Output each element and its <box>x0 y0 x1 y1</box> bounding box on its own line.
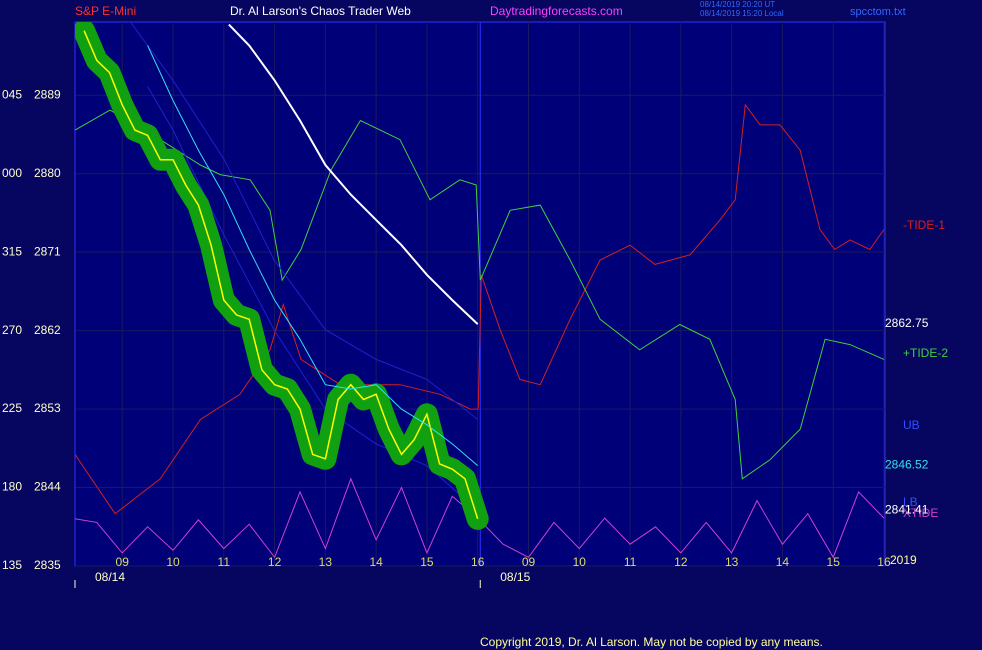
y-angle-label: 270 <box>2 323 22 337</box>
y-tick-label: 2862 <box>34 323 61 337</box>
x-tick-label: 09 <box>522 555 536 569</box>
symbol: S&P E-Mini <box>75 4 136 18</box>
site: Daytradingforecasts.com <box>490 4 623 18</box>
series-line <box>75 109 885 480</box>
y-tick-label: 2880 <box>34 166 61 180</box>
label-layer: 2835 135 2844 180 2853 225 2862 270 2871 315 2880 0… <box>2 87 948 588</box>
x-tick-label: 11 <box>218 555 231 569</box>
y-angle-label: 225 <box>2 401 22 415</box>
x-tick-label: 09 <box>116 555 130 569</box>
legend-label: LB <box>903 495 918 509</box>
title: Dr. Al Larson's Chaos Trader Web <box>230 4 411 18</box>
x-tick-label: 12 <box>268 555 282 569</box>
y-angle-label: 135 <box>2 558 22 572</box>
x-tick-label: 16 <box>877 555 891 569</box>
x-tick-label: 13 <box>319 555 333 569</box>
series-line <box>147 86 479 511</box>
y-angle-label: 045 <box>2 87 22 101</box>
legend-label: +TIDE-2 <box>903 346 948 360</box>
x-tick-label: 16 <box>471 555 485 569</box>
time-ut: 08/14/2019 20:20 UT <box>700 0 775 9</box>
y-tick-label: 2871 <box>34 244 61 258</box>
series-layer <box>75 22 885 559</box>
x-tick-label: 12 <box>674 555 688 569</box>
copyright: Copyright 2019, Dr. Al Larson. May not b… <box>480 635 823 649</box>
series-line <box>75 103 885 515</box>
y-angle-label: 180 <box>2 480 22 494</box>
x-tick-label: 11 <box>624 555 637 569</box>
series-line <box>228 23 479 325</box>
x-tick-label: 13 <box>725 555 739 569</box>
end-label: 2841.41 <box>885 502 929 516</box>
x-tick-label: 10 <box>166 555 180 569</box>
time-local: 08/14/2019 15:20 Local <box>700 9 784 18</box>
legend-label: UB <box>903 418 920 432</box>
series-line <box>147 45 479 466</box>
series-line <box>129 22 479 420</box>
x-tick-label: 15 <box>827 555 841 569</box>
y-angle-label: 315 <box>2 244 22 258</box>
x-tick-label: 15 <box>420 555 434 569</box>
y-tick-label: 2853 <box>34 401 61 415</box>
legend-label: XTIDE <box>903 506 938 520</box>
y-angle-label: 000 <box>2 166 22 180</box>
y-tick-label: 2844 <box>34 480 61 494</box>
y-tick-label: 2835 <box>34 558 61 572</box>
date-label: 08/15 <box>500 570 530 584</box>
x-tick-label: 14 <box>369 555 383 569</box>
x-tick-label: 14 <box>776 555 790 569</box>
year: 2019 <box>890 553 917 567</box>
end-label: 2846.52 <box>885 458 929 472</box>
y-tick-label: 2889 <box>34 87 61 101</box>
legend-label: -TIDE-1 <box>903 218 945 232</box>
file-name: spcctom.txt <box>850 6 906 18</box>
series-line <box>83 30 479 520</box>
date-label: 08/14 <box>95 570 125 584</box>
end-label: 2862.75 <box>885 316 929 330</box>
x-tick-label: 10 <box>573 555 587 569</box>
